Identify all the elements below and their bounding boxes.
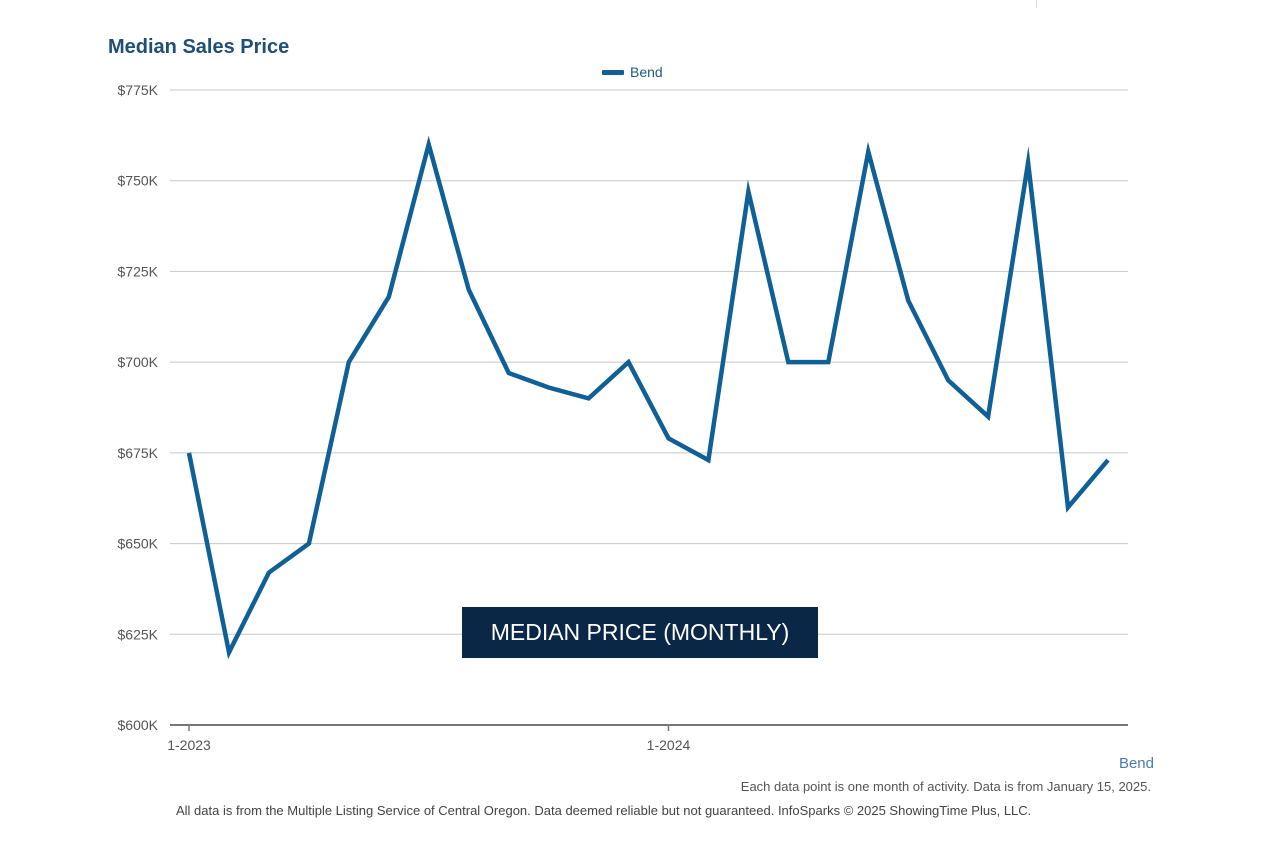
legend-label-bend: Bend — [630, 64, 663, 80]
footnote-activity: Each data point is one month of activity… — [740, 779, 1151, 794]
legend-swatch-bend — [602, 69, 624, 75]
y-tick-label: $650K — [118, 536, 159, 552]
x-tick-label: 1-2023 — [167, 737, 211, 753]
series-line-bend — [186, 135, 1110, 660]
y-tick-label: $675K — [118, 445, 159, 461]
region-label: Bend — [1118, 755, 1154, 772]
y-tick-label: $775K — [118, 82, 159, 98]
y-tick-label: $725K — [118, 263, 159, 279]
footnote-source: All data is from the Multiple Listing Se… — [176, 803, 1032, 818]
y-tick-label: $600K — [118, 717, 159, 733]
median-price-overlay: MEDIAN PRICE (MONTHLY) — [462, 607, 818, 658]
chart-title: Median Sales Price — [108, 36, 290, 58]
y-tick-label: $625K — [118, 626, 159, 642]
y-tick-label: $750K — [118, 173, 159, 189]
top-divider — [1036, 0, 1037, 8]
x-tick-label: 1-2024 — [647, 737, 691, 753]
legend[interactable]: Bend — [602, 64, 663, 80]
y-tick-label: $700K — [118, 354, 159, 370]
